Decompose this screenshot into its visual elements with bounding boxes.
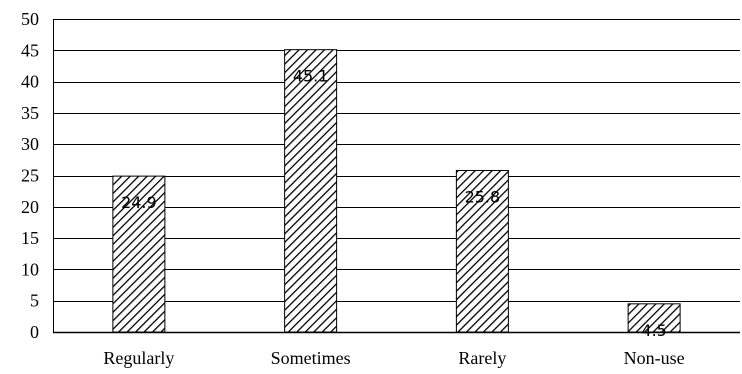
y-tick-label: 15 (21, 228, 39, 248)
bars (112, 49, 681, 333)
data-label: 24.9 (121, 193, 157, 212)
y-axis-tick-labels: 0 5 10 15 20 25 30 35 40 45 50 (21, 9, 39, 342)
bar-sometimes (284, 49, 338, 333)
y-tick-label: 10 (21, 259, 39, 279)
y-tick-label: 25 (21, 166, 39, 186)
data-label: 4.5 (641, 321, 666, 340)
bar-rarely (455, 169, 509, 333)
y-tick-label: 30 (21, 134, 39, 154)
axes (53, 19, 740, 334)
y-tick-label: 40 (21, 72, 39, 92)
bar-regularly (112, 175, 166, 333)
data-label: 45.1 (293, 67, 329, 86)
y-tick-label: 50 (21, 9, 39, 29)
x-category-label: Regularly (103, 348, 174, 368)
x-axis-category-labels: Regularly Sometimes Rarely Non-use (103, 348, 684, 368)
y-tick-label: 35 (21, 103, 39, 123)
y-tick-label: 0 (30, 322, 39, 342)
y-tick-label: 5 (30, 291, 39, 311)
data-labels: 24.9 45.1 25.8 4.5 (121, 67, 667, 340)
y-tick-label: 20 (21, 197, 39, 217)
x-category-label: Rarely (458, 348, 506, 368)
data-label: 25.8 (465, 187, 501, 206)
x-category-label: Non-use (624, 348, 685, 368)
gridlines (53, 19, 740, 302)
y-tick-label: 45 (21, 40, 39, 60)
x-category-label: Sometimes (271, 348, 351, 368)
